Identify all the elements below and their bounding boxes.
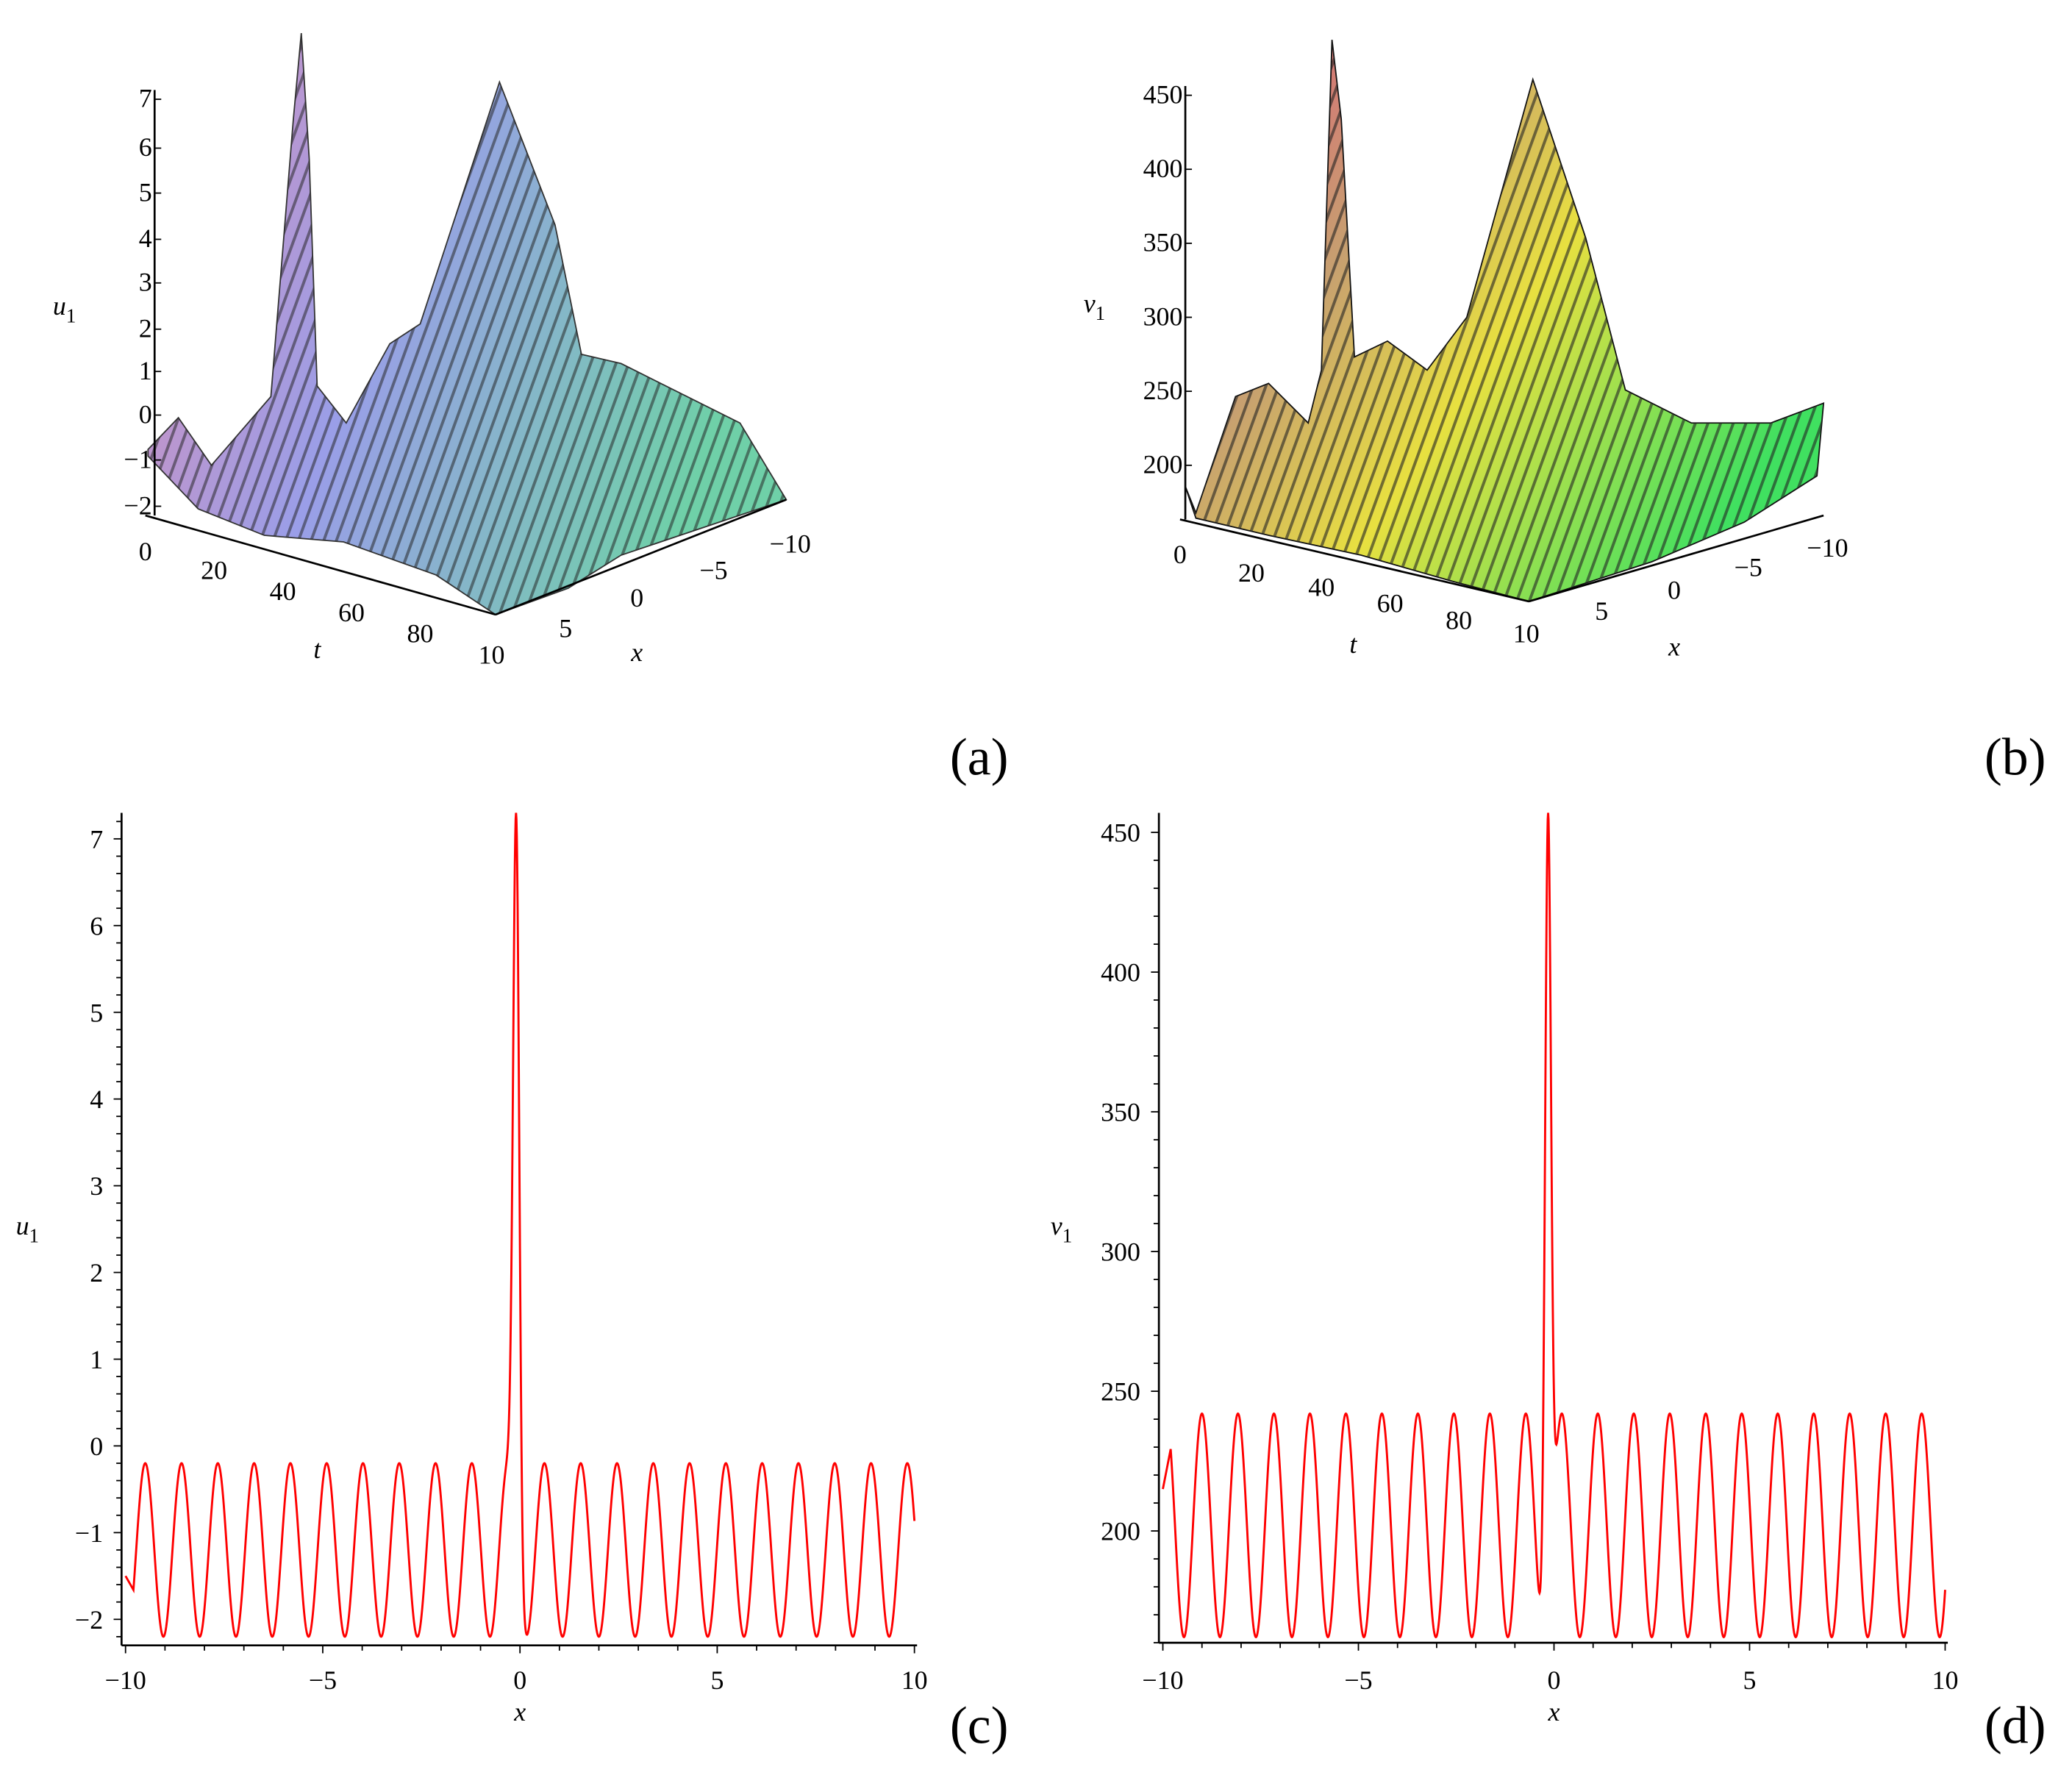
z-tick-label: 4 (139, 224, 152, 253)
x-tick-label: 10 (1932, 1665, 1959, 1695)
x-tick-label: 0 (1548, 1665, 1561, 1695)
y-axis-label: u1 (16, 1211, 39, 1247)
y-tick-label: 5 (90, 998, 103, 1027)
line-plot-d: −10 −5 0 5 10 200 250 300 350 400 450 x v1 (1051, 813, 1959, 1726)
x-tick-label: 0 (513, 1665, 526, 1695)
panel-label-b: (b) (1985, 727, 2046, 786)
surface-b-mesh (1185, 40, 1824, 601)
y-tick-label: 300 (1101, 1238, 1140, 1267)
x-axis-label: x (513, 1697, 526, 1726)
t-tick-label: 80 (407, 619, 434, 649)
x-tick-label: 10 (901, 1665, 928, 1695)
y-tick-label: 350 (1101, 1098, 1140, 1127)
x-tick-label: −10 (1807, 533, 1848, 562)
z-axis-label: v1 (1084, 288, 1105, 324)
panel-label-c: (c) (950, 1696, 1009, 1755)
z-tick-label: 2 (139, 313, 152, 343)
y-tick-label: 4 (90, 1085, 103, 1114)
x-tick-label: 5 (710, 1665, 724, 1695)
x-tick-label: −5 (699, 555, 727, 585)
t-axis-b (1179, 518, 1529, 603)
panel-label-a: (a) (950, 727, 1009, 786)
z-axis-label: u1 (53, 291, 76, 327)
t-axis-a (145, 514, 496, 616)
y-axis-label: v1 (1051, 1211, 1072, 1247)
z-tick-label: 200 (1143, 450, 1183, 479)
x-tick-label: −5 (1344, 1665, 1372, 1695)
z-tick-label: 7 (139, 84, 152, 113)
y-tick-label: 1 (90, 1345, 103, 1374)
z-tick-label: 400 (1143, 154, 1183, 183)
y-tick-label: −2 (75, 1605, 103, 1635)
y-tick-label: 450 (1101, 818, 1140, 848)
x-tick-label: 5 (1595, 596, 1608, 626)
z-tick-label: 5 (139, 177, 152, 207)
z-tick-label: 6 (139, 132, 152, 162)
x-tick-label: 10 (1513, 619, 1540, 649)
z-tick-label: −1 (124, 444, 151, 474)
t-tick-label: 0 (1173, 540, 1187, 569)
t-tick-label: 20 (1238, 558, 1265, 588)
t-tick-label: 20 (201, 555, 227, 585)
x-axis-label: x (1548, 1697, 1560, 1726)
x-tick-label: 0 (630, 583, 643, 612)
t-tick-label: 40 (270, 576, 296, 606)
y-tick-label: −1 (75, 1518, 103, 1548)
x-axis-a (495, 499, 787, 616)
t-tick-label: 40 (1308, 573, 1335, 602)
z-tick-label: 250 (1143, 376, 1183, 405)
x-axis-label: x (630, 638, 643, 667)
y-tick-label: 7 (90, 824, 103, 854)
x-tick-label: 10 (479, 640, 505, 669)
t-tick-label: 80 (1446, 606, 1472, 635)
z-tick-label: 0 (139, 399, 152, 429)
z-tick-label: 300 (1143, 301, 1183, 331)
x-axis-b (1528, 514, 1824, 603)
t-tick-label: 60 (1377, 588, 1404, 618)
x-tick-label: −5 (1735, 553, 1762, 582)
t-axis-label: t (313, 635, 321, 664)
x-axis-label: x (1668, 632, 1680, 662)
y-tick-label: 400 (1101, 958, 1140, 988)
t-tick-label: 60 (338, 598, 365, 627)
x-tick-label: 5 (559, 613, 572, 643)
z-tick-label: 1 (139, 356, 152, 385)
y-tick-label: 2 (90, 1258, 103, 1288)
surface-a-mesh (148, 33, 787, 615)
t-axis-label: t (1349, 629, 1357, 659)
y-tick-label: 250 (1101, 1377, 1140, 1407)
series-line-u1 (124, 813, 916, 1638)
z-tick-label: 450 (1143, 79, 1183, 109)
y-tick-label: 3 (90, 1171, 103, 1201)
z-tick-label: 3 (139, 268, 152, 297)
x-tick-label: −5 (309, 1665, 337, 1695)
x-tick-label: 0 (1668, 575, 1681, 604)
z-tick-label: −2 (124, 490, 151, 520)
t-tick-label: 0 (139, 537, 152, 566)
y-tick-label: 200 (1101, 1517, 1140, 1546)
x-tick-label: −10 (1142, 1665, 1183, 1695)
y-tick-label: 0 (90, 1432, 103, 1461)
z-tick-label: 350 (1143, 228, 1183, 257)
x-tick-label: 5 (1743, 1665, 1757, 1695)
panel-label-d: (d) (1985, 1696, 2046, 1755)
x-tick-label: −10 (105, 1665, 146, 1695)
x-tick-label: −10 (770, 529, 811, 558)
y-tick-label: 6 (90, 911, 103, 940)
series-line-v1 (1162, 813, 1946, 1639)
